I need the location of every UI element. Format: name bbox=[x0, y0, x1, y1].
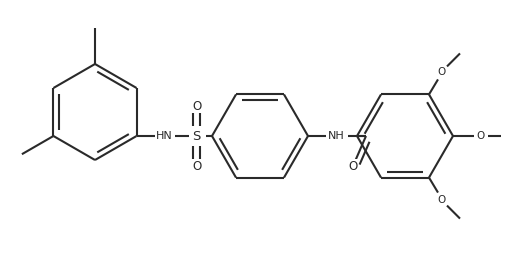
Text: O: O bbox=[192, 99, 201, 113]
Text: O: O bbox=[477, 131, 485, 141]
Text: O: O bbox=[348, 160, 358, 172]
Text: S: S bbox=[192, 130, 201, 143]
Text: HN: HN bbox=[156, 131, 173, 141]
Text: NH: NH bbox=[328, 131, 345, 141]
Text: O: O bbox=[438, 67, 446, 78]
Text: O: O bbox=[438, 195, 446, 205]
Text: O: O bbox=[192, 160, 201, 172]
